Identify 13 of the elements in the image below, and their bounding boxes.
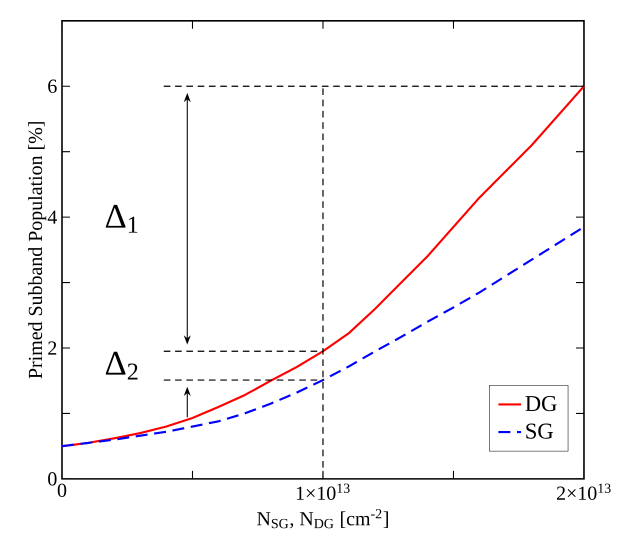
y-tick-label: 6	[48, 80, 57, 93]
x-axis-title: N$_{SG}$, N$_{DG}$ [cm$^{-2}$]	[257, 509, 388, 528]
annotation: Δ$_{1}$	[106, 204, 138, 233]
annotation: Δ$_{2}$	[106, 352, 138, 380]
x-tick-label: 2×10$^{13}$	[556, 484, 611, 500]
x-tick-label: 1×10$^{13}$	[296, 484, 350, 500]
legend-label: DG	[525, 396, 557, 412]
legend-label: SG	[526, 424, 553, 439]
x-tick-label: 0	[58, 484, 66, 498]
y-tick-label: 0	[48, 472, 57, 486]
y-tick-label: 2	[48, 341, 56, 355]
y-tick-label: 4	[48, 210, 57, 224]
y-axis-title: Primed Subband Population [%]	[28, 122, 46, 379]
